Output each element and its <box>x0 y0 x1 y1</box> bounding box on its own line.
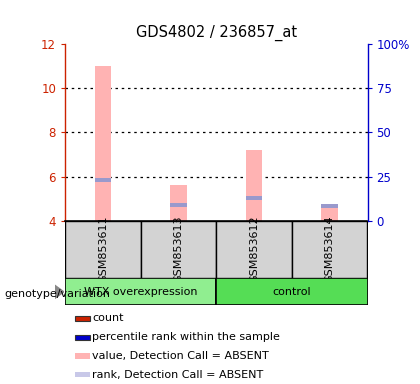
FancyBboxPatch shape <box>216 221 292 278</box>
Text: GSM853612: GSM853612 <box>249 216 259 283</box>
Bar <box>216 278 368 305</box>
Bar <box>76 334 90 340</box>
Bar <box>76 372 90 377</box>
Text: GSM853611: GSM853611 <box>98 216 108 283</box>
Bar <box>170 204 187 207</box>
Text: genotype/variation: genotype/variation <box>4 289 110 299</box>
Bar <box>321 208 338 221</box>
Bar <box>76 316 90 321</box>
Bar <box>246 150 262 221</box>
Bar <box>76 353 90 359</box>
FancyBboxPatch shape <box>292 221 368 278</box>
Title: GDS4802 / 236857_at: GDS4802 / 236857_at <box>136 25 297 41</box>
Bar <box>94 66 111 221</box>
Polygon shape <box>55 285 64 299</box>
Bar <box>321 204 338 209</box>
Text: count: count <box>92 313 124 323</box>
Bar <box>170 185 187 221</box>
Text: GSM853614: GSM853614 <box>325 216 335 283</box>
Bar <box>65 278 216 305</box>
Text: GSM853613: GSM853613 <box>173 216 184 283</box>
Bar <box>246 195 262 200</box>
FancyBboxPatch shape <box>65 221 141 278</box>
FancyBboxPatch shape <box>141 221 216 278</box>
Text: rank, Detection Call = ABSENT: rank, Detection Call = ABSENT <box>92 370 264 380</box>
Text: WTX overexpression: WTX overexpression <box>84 287 197 297</box>
Text: percentile rank within the sample: percentile rank within the sample <box>92 332 280 342</box>
Text: value, Detection Call = ABSENT: value, Detection Call = ABSENT <box>92 351 269 361</box>
Text: control: control <box>273 287 311 297</box>
Bar <box>94 178 111 182</box>
